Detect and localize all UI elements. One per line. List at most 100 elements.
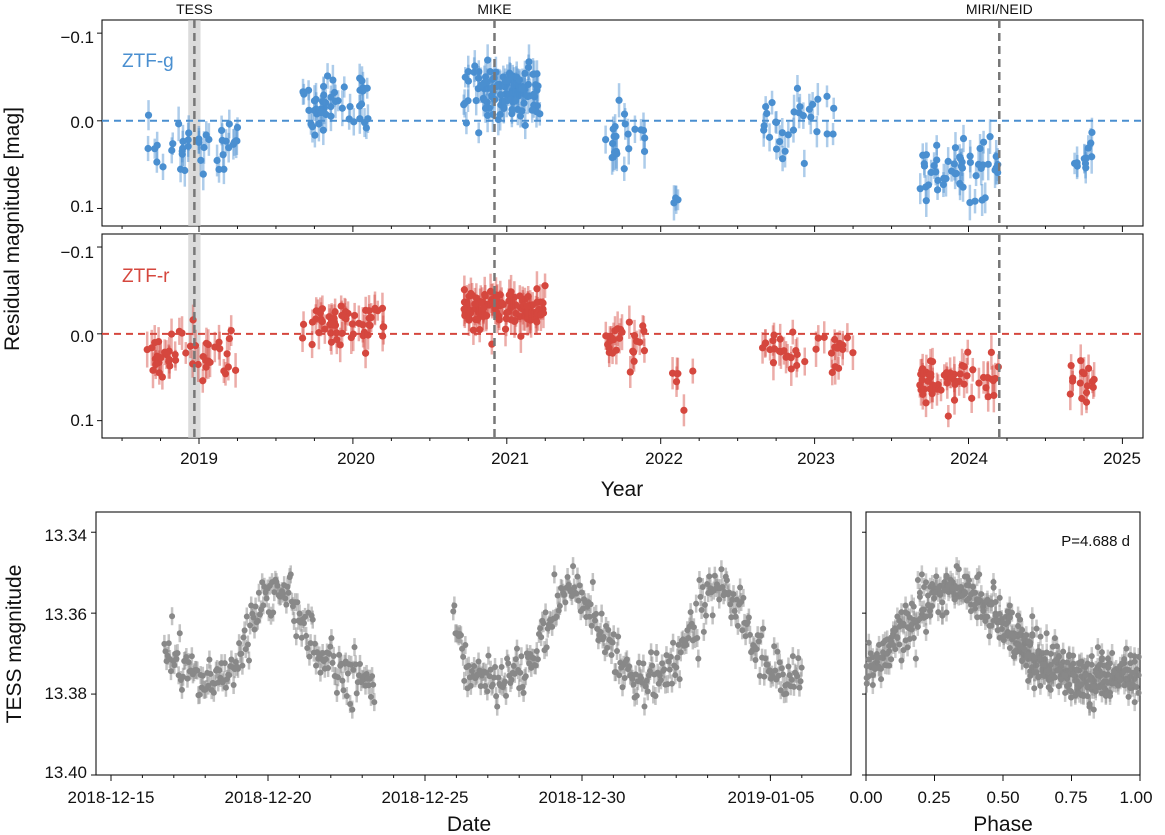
- data-point: [964, 348, 972, 356]
- data-point: [951, 144, 960, 152]
- data-point: [1125, 693, 1132, 700]
- data-point: [1029, 613, 1036, 620]
- data-point: [873, 654, 880, 661]
- data-point: [994, 627, 1001, 634]
- data-point: [202, 131, 210, 139]
- data-point: [762, 103, 770, 111]
- data-point: [533, 318, 541, 326]
- data-point: [243, 613, 250, 620]
- data-point: [871, 664, 878, 671]
- data-point: [480, 96, 488, 104]
- data-point: [350, 118, 358, 126]
- data-point: [1117, 677, 1124, 684]
- data-point: [367, 313, 375, 322]
- data-point: [640, 660, 647, 667]
- data-point: [518, 85, 526, 93]
- data-point: [644, 688, 651, 695]
- data-point: [225, 334, 234, 343]
- data-point: [1076, 690, 1083, 697]
- data-point: [979, 138, 988, 146]
- date-tick-label: 2018-12-20: [225, 788, 312, 807]
- period-annotation: P=4.688 d: [1061, 533, 1130, 550]
- data-point: [540, 620, 547, 627]
- data-point: [640, 147, 649, 156]
- data-point: [778, 129, 786, 137]
- data-point: [1004, 619, 1011, 626]
- data-point: [298, 334, 307, 342]
- data-point: [515, 76, 524, 84]
- data-point: [518, 107, 526, 115]
- data-point: [202, 363, 210, 371]
- data-point: [460, 99, 469, 108]
- data-point: [1092, 688, 1099, 695]
- data-point: [184, 142, 192, 150]
- data-point: [865, 639, 872, 646]
- data-point: [888, 656, 895, 663]
- data-point: [1058, 676, 1065, 683]
- data-point: [319, 82, 328, 91]
- data-point: [517, 332, 525, 340]
- data-point: [667, 653, 674, 660]
- data-point: [951, 596, 958, 603]
- data-point: [884, 662, 891, 669]
- data-point: [1045, 667, 1052, 674]
- data-point: [784, 131, 792, 139]
- data-point: [914, 577, 921, 584]
- data-point: [641, 703, 648, 710]
- data-point: [698, 606, 705, 613]
- data-point: [161, 348, 169, 356]
- data-point: [337, 302, 345, 310]
- ztf-g-y-tick-label: 0.1: [70, 197, 94, 216]
- data-point: [796, 103, 804, 111]
- data-point: [507, 303, 515, 312]
- data-point: [338, 104, 346, 112]
- data-point: [829, 130, 837, 138]
- data-point: [1019, 626, 1026, 633]
- data-point: [966, 577, 973, 584]
- data-point: [323, 72, 332, 80]
- data-point: [244, 641, 251, 648]
- data-point: [982, 613, 989, 620]
- data-point: [843, 334, 851, 342]
- data-point: [493, 693, 500, 700]
- data-point: [904, 624, 911, 631]
- data-point: [236, 640, 243, 647]
- data-point: [920, 160, 928, 168]
- date-tick-label: 2018-12-15: [68, 788, 155, 807]
- data-point: [471, 300, 479, 308]
- data-point: [508, 105, 516, 114]
- data-point: [321, 325, 329, 333]
- data-point: [305, 106, 313, 114]
- data-point: [303, 632, 310, 639]
- data-point: [958, 164, 967, 172]
- data-point: [176, 165, 185, 173]
- data-point: [937, 386, 945, 394]
- data-point: [227, 326, 235, 335]
- data-point: [179, 137, 187, 145]
- data-point: [996, 594, 1003, 601]
- data-point: [522, 673, 529, 680]
- data-point: [769, 359, 778, 367]
- tess-y-tick-labels: 13.34 13.36 13.38 13.40: [44, 526, 87, 782]
- data-point: [460, 286, 468, 294]
- data-point: [533, 70, 541, 78]
- ztf-r-y-tick-label: −0.1: [60, 243, 94, 262]
- data-point: [199, 672, 206, 679]
- data-point: [505, 291, 513, 299]
- data-point: [538, 634, 545, 641]
- data-point: [610, 132, 618, 141]
- data-point: [199, 353, 207, 361]
- data-point: [782, 353, 790, 361]
- data-point: [959, 134, 968, 143]
- data-point: [653, 649, 660, 656]
- data-point: [918, 376, 926, 384]
- data-point: [379, 332, 387, 340]
- data-point: [1086, 676, 1093, 683]
- data-point: [1101, 684, 1108, 691]
- data-point: [551, 571, 558, 578]
- data-point: [1080, 155, 1088, 163]
- data-point: [1096, 673, 1103, 680]
- data-point: [169, 613, 176, 620]
- data-point: [1031, 654, 1038, 661]
- data-point: [1066, 390, 1074, 398]
